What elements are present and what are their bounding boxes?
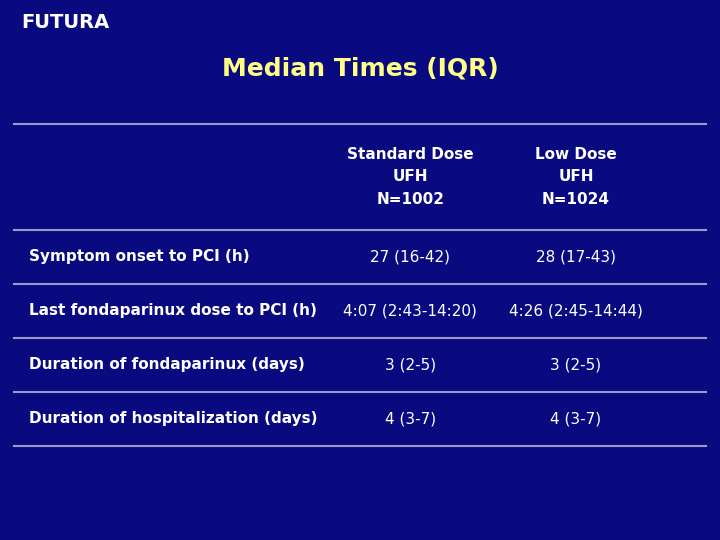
Text: 4:07 (2:43-14:20): 4:07 (2:43-14:20) <box>343 303 477 318</box>
Text: Duration of hospitalization (days): Duration of hospitalization (days) <box>29 411 318 426</box>
Text: 4:26 (2:45-14:44): 4:26 (2:45-14:44) <box>509 303 643 318</box>
Text: 27 (16-42): 27 (16-42) <box>370 249 451 264</box>
Text: 3 (2-5): 3 (2-5) <box>384 357 436 372</box>
Text: Low Dose
UFH
N=1024: Low Dose UFH N=1024 <box>535 147 617 206</box>
Text: 4 (3-7): 4 (3-7) <box>550 411 602 426</box>
Text: Last fondaparinux dose to PCI (h): Last fondaparinux dose to PCI (h) <box>29 303 317 318</box>
Text: Duration of fondaparinux (days): Duration of fondaparinux (days) <box>29 357 305 372</box>
Text: Standard Dose
UFH
N=1002: Standard Dose UFH N=1002 <box>347 147 474 206</box>
Text: Median Times (IQR): Median Times (IQR) <box>222 57 498 80</box>
Text: FUTURA: FUTURA <box>22 14 110 32</box>
Text: 3 (2-5): 3 (2-5) <box>550 357 602 372</box>
Text: 28 (17-43): 28 (17-43) <box>536 249 616 264</box>
Text: 4 (3-7): 4 (3-7) <box>384 411 436 426</box>
Text: Symptom onset to PCI (h): Symptom onset to PCI (h) <box>29 249 249 264</box>
